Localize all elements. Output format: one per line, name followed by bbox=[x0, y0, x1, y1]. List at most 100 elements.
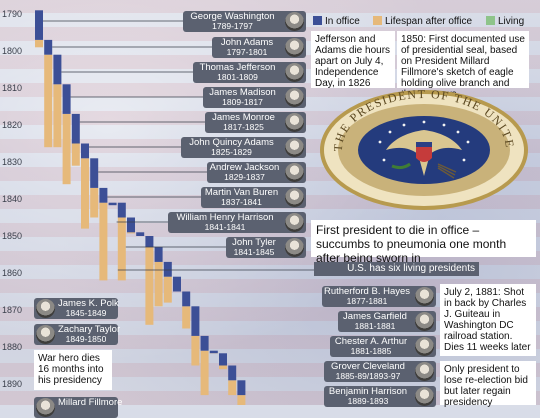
president-years: 1889-1893 bbox=[347, 396, 389, 406]
lifespan-bar bbox=[117, 217, 126, 281]
portrait-icon bbox=[285, 63, 304, 82]
president-years: 1849-1850 bbox=[65, 334, 107, 344]
portrait-icon bbox=[285, 38, 304, 57]
lifespan-bar bbox=[228, 380, 237, 396]
note-garfield: July 2, 1881: Shot in back by Charles J.… bbox=[440, 284, 536, 356]
year-label: 1840 bbox=[2, 194, 22, 204]
year-label: 1870 bbox=[2, 305, 22, 315]
portrait-icon bbox=[285, 88, 304, 107]
portrait-icon bbox=[285, 188, 304, 207]
lifespan-bar bbox=[81, 158, 89, 229]
president-years: 1877-1881 bbox=[346, 296, 388, 306]
note-jefferson-adams: Jefferson and Adams die hours apart on J… bbox=[311, 31, 395, 89]
note-cleveland: Only president to lose re-election bid b… bbox=[440, 361, 536, 408]
in-office-bar bbox=[35, 10, 43, 40]
label-jefferson: Thomas Jefferson 1801-1809 bbox=[193, 62, 306, 83]
president-years: 1825-1829 bbox=[211, 147, 252, 157]
note-six-living: U.S. has six living presidents bbox=[314, 262, 479, 276]
lifespan-bar bbox=[182, 306, 191, 329]
in-office-bar bbox=[136, 232, 145, 236]
label-garfield: James Garfield 1881-1881 bbox=[338, 311, 436, 332]
legend-lifespan: Lifespan after office bbox=[373, 16, 472, 27]
president-years: 1841-1845 bbox=[233, 247, 275, 257]
president-name: Thomas Jefferson bbox=[199, 62, 276, 73]
portrait-icon bbox=[285, 163, 304, 182]
president-name: John Tyler bbox=[232, 237, 276, 248]
lifespan-bar bbox=[145, 247, 154, 325]
in-office-bar bbox=[154, 247, 163, 262]
in-office-bar bbox=[127, 217, 135, 233]
lifespan-swatch bbox=[373, 16, 382, 25]
in-office-bar bbox=[173, 276, 181, 292]
president-name: Martin Van Buren bbox=[204, 187, 279, 198]
president-name: James Madison bbox=[209, 87, 276, 98]
president-name: John Adams bbox=[220, 37, 274, 48]
label-wh-harrison: William Henry Harrison 1841-1841 bbox=[168, 212, 306, 233]
in-office-bar bbox=[145, 236, 154, 248]
year-label: 1860 bbox=[2, 268, 22, 278]
legend-label: Living bbox=[498, 16, 525, 27]
president-years: 1817-1825 bbox=[223, 122, 264, 132]
president-name: Andrew Jackson bbox=[209, 162, 280, 173]
portrait-icon bbox=[285, 238, 304, 257]
label-jackson: Andrew Jackson 1829-1837 bbox=[207, 162, 306, 183]
portrait-icon bbox=[285, 12, 304, 31]
president-years: 1837-1841 bbox=[221, 197, 262, 207]
year-label: 1800 bbox=[2, 46, 22, 56]
presidential-seal-icon: SEAL OF THE PRESIDENT OF THE UNITED STAT… bbox=[314, 80, 528, 210]
portrait-icon bbox=[285, 113, 304, 132]
president-years: 1885-89/1893-97 bbox=[335, 371, 401, 381]
label-arthur: Chester A. Arthur 1881-1885 bbox=[330, 336, 436, 357]
lifespan-bar bbox=[71, 143, 80, 166]
lifespan-bar bbox=[237, 395, 246, 405]
lifespan-bar bbox=[53, 84, 62, 148]
year-label: 1880 bbox=[2, 342, 22, 352]
president-years: 1797-1801 bbox=[226, 47, 268, 57]
lifespan-bar bbox=[127, 232, 135, 234]
lifespan-bar bbox=[99, 202, 108, 281]
lifespan-bar bbox=[90, 187, 99, 218]
portrait-icon bbox=[285, 213, 304, 232]
portrait-icon bbox=[36, 398, 55, 417]
in-office-bar bbox=[81, 143, 89, 159]
portrait-icon bbox=[285, 138, 304, 157]
year-label: 1790 bbox=[2, 9, 22, 19]
in-office-bar bbox=[90, 158, 99, 188]
label-hayes: Rutherford B. Hayes 1877-1881 bbox=[322, 286, 436, 307]
president-name: James Monroe bbox=[212, 112, 275, 123]
living-swatch bbox=[486, 16, 495, 25]
label-cleveland: Grover Cleveland 1885-89/1893-97 bbox=[324, 361, 436, 382]
label-b-harrison: Benjamin Harrison 1889-1893 bbox=[324, 386, 436, 407]
lifespan-bar bbox=[35, 39, 43, 48]
portrait-icon bbox=[415, 362, 434, 381]
label-jq-adams: John Quincy Adams 1825-1829 bbox=[181, 137, 306, 158]
portrait-icon bbox=[36, 299, 55, 318]
lifespan-bar bbox=[154, 261, 163, 307]
label-monroe: James Monroe 1817-1825 bbox=[205, 112, 306, 133]
in-office-bar bbox=[209, 350, 218, 354]
president-years: 1809-1817 bbox=[222, 97, 263, 107]
lifespan-bar bbox=[200, 350, 209, 396]
lifespan-bar bbox=[44, 54, 53, 148]
portrait-icon bbox=[415, 387, 434, 406]
president-years: 1789-1797 bbox=[212, 21, 253, 31]
president-name: John Quincy Adams bbox=[189, 137, 274, 148]
president-years: 1881-1881 bbox=[354, 321, 396, 331]
president-years: 1801-1809 bbox=[217, 72, 258, 82]
label-madison: James Madison 1809-1817 bbox=[203, 87, 306, 108]
in-office-bar bbox=[237, 380, 246, 396]
legend-label: In office bbox=[325, 16, 360, 27]
president-name: Chester A. Arthur bbox=[334, 336, 408, 347]
label-tyler: John Tyler 1841-1845 bbox=[226, 237, 306, 258]
timeline-chart: 1790 1800 1810 1820 1830 1840 1850 1860 1870 1880… bbox=[2, 9, 316, 405]
in-office-swatch bbox=[313, 16, 322, 25]
in-office-bar bbox=[108, 202, 117, 206]
president-name: James Garfield bbox=[343, 311, 407, 322]
president-name: Millard Fillmore bbox=[58, 397, 123, 408]
in-office-bar bbox=[117, 202, 126, 218]
legend-in-office: In office bbox=[313, 16, 360, 27]
portrait-icon bbox=[415, 337, 434, 356]
note-harrison: First president to die in office – succu… bbox=[311, 220, 536, 265]
in-office-bar bbox=[200, 335, 209, 351]
president-years: 1881-1885 bbox=[350, 346, 392, 356]
